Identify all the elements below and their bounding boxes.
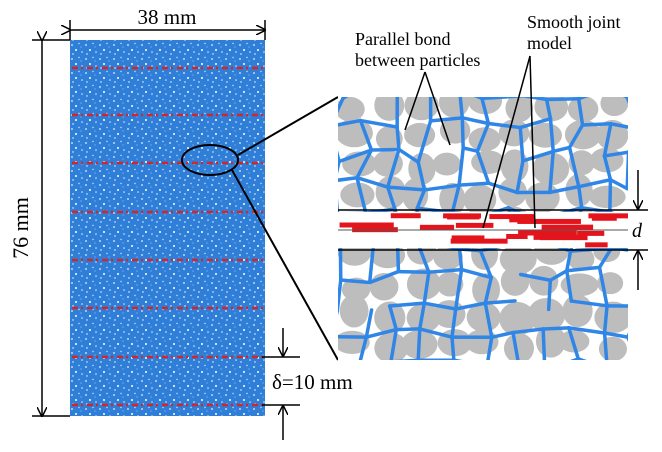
gap-label: d [632, 220, 643, 242]
grain [439, 87, 469, 117]
bond [583, 124, 611, 125]
smooth-joint [585, 242, 607, 247]
bond [358, 362, 391, 371]
bond [452, 337, 454, 360]
grain [499, 119, 529, 146]
bond [332, 337, 367, 338]
bond [543, 328, 569, 329]
bond [628, 337, 642, 366]
bond [343, 89, 359, 98]
bond [605, 306, 607, 333]
bond [391, 360, 418, 362]
bond [398, 272, 428, 273]
grain [599, 337, 627, 362]
bond [607, 366, 642, 369]
bond [547, 99, 579, 100]
bond [371, 149, 399, 150]
grain [563, 294, 593, 327]
bond [629, 130, 642, 153]
grain [525, 182, 559, 213]
smooth-joint [517, 219, 581, 224]
grain [501, 267, 530, 296]
bond [485, 301, 515, 303]
grain [501, 149, 529, 182]
grain [589, 186, 626, 208]
bond [578, 359, 607, 369]
smooth-joint [452, 235, 485, 240]
bond [431, 89, 460, 96]
bond [549, 280, 551, 309]
bond [627, 97, 642, 130]
joint-label: model [527, 33, 572, 53]
smooth-joint [542, 225, 593, 230]
smooth-joint [391, 213, 421, 218]
bond-label: between particles [355, 50, 480, 70]
height-label: 76 mm [8, 197, 33, 259]
grain [340, 294, 369, 327]
bond [607, 89, 627, 97]
smooth-joint [420, 225, 454, 230]
grain [374, 90, 404, 121]
bond-label: Parallel bond [355, 29, 450, 49]
grain [433, 153, 461, 176]
bond [610, 180, 611, 212]
bond [454, 360, 487, 366]
smooth-joint [456, 223, 494, 228]
bond [520, 370, 545, 371]
grain [529, 266, 558, 296]
smooth-joint [506, 234, 527, 239]
grain [465, 329, 498, 354]
bond [627, 152, 628, 188]
bond [459, 183, 489, 185]
bond [397, 127, 399, 149]
bond [460, 249, 462, 270]
joint-label: Smooth joint [527, 12, 621, 32]
bond [332, 311, 338, 337]
bond [359, 87, 397, 89]
zoom-panel [330, 87, 651, 371]
grain [529, 123, 562, 148]
smooth-joint [592, 216, 617, 221]
bond [487, 366, 520, 369]
grain [471, 150, 505, 174]
bond [335, 181, 338, 214]
bond [462, 118, 463, 148]
bond [635, 251, 636, 280]
specimen [70, 40, 265, 416]
smooth-joint [534, 235, 585, 240]
bond [330, 126, 339, 161]
figure: 38 mm 76 mm δ=10 mm d Parallel bond betw… [0, 0, 662, 452]
bond [396, 329, 419, 330]
bond [543, 329, 545, 371]
width-label: 38 mm [138, 5, 197, 29]
spacing-label: δ=10 mm [272, 370, 353, 394]
grain [600, 91, 628, 117]
bond [545, 359, 578, 371]
bond [628, 306, 643, 337]
smooth-joint [447, 214, 479, 219]
bond [418, 329, 420, 360]
